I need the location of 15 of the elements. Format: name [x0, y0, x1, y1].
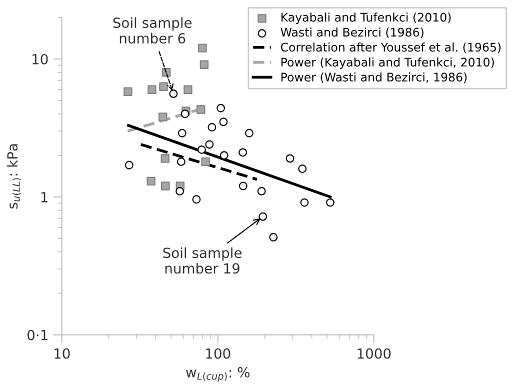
x-axis-title: w$_{L(cup)}$: %: [186, 367, 250, 382]
y-tick-label: 0·1: [28, 330, 48, 340]
legend-label: Wasti and Bezirci (1986): [280, 28, 424, 38]
y-tick-label: 10: [32, 54, 48, 64]
y-tick-label: 1: [41, 192, 48, 202]
annotation: Soil sample number 6: [113, 17, 192, 44]
legend-label: Correlation after Youssef et al. (1965): [280, 42, 501, 54]
annotation: Soil sample number 19: [163, 247, 242, 274]
x-tick-label: 100: [206, 348, 230, 359]
legend-label: Power (Kayabali and Tufenkci, 2010): [281, 57, 494, 69]
x-tick-label: 10: [54, 348, 70, 359]
y-axis-title: s$_{u(LL)}$: kPa: [6, 144, 21, 209]
x-tick-label: 1000: [358, 348, 391, 359]
legend-label: Power (Wasti and Bezirci, 1986): [281, 72, 467, 83]
legend-label: Kayabali and Tufenkci (2010): [281, 12, 451, 24]
